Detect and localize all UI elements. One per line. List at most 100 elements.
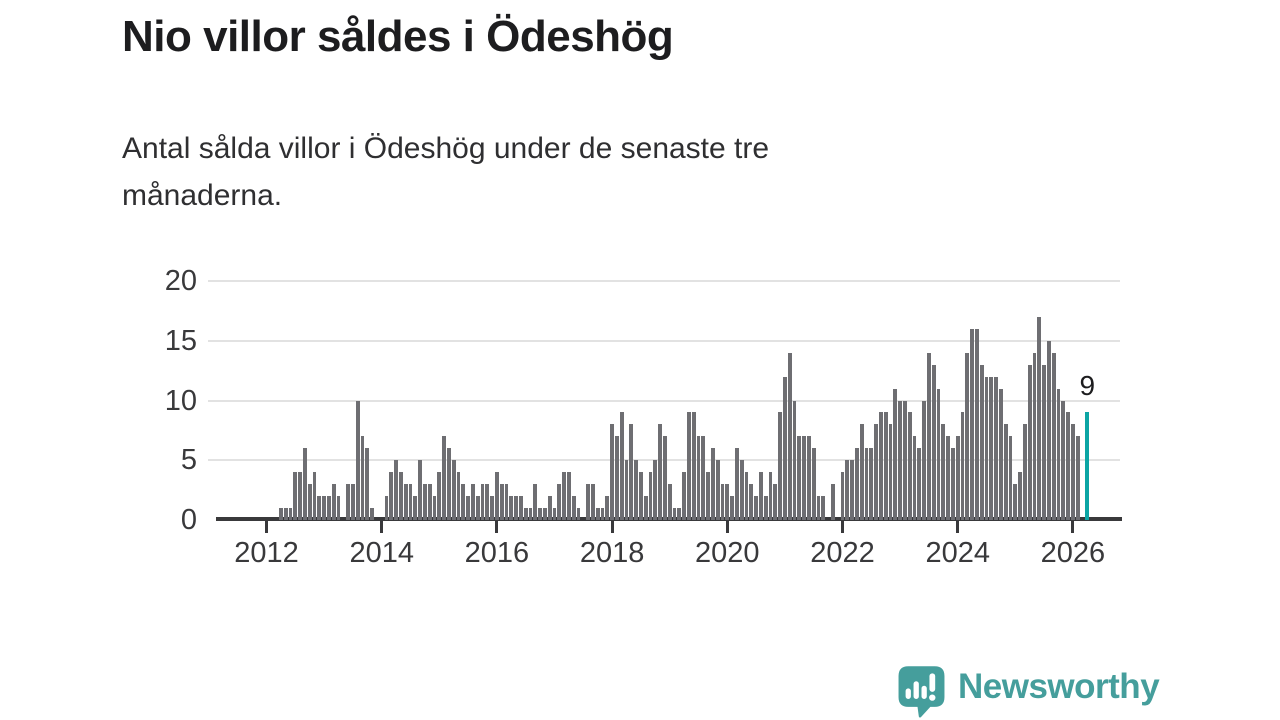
bar	[447, 448, 451, 520]
bar	[912, 436, 917, 520]
bar	[831, 484, 835, 520]
bar	[879, 412, 883, 520]
bar	[346, 484, 351, 520]
bar	[1003, 424, 1008, 520]
bar	[528, 508, 533, 520]
bar	[687, 412, 691, 520]
x-axis-tick	[956, 519, 960, 533]
bar	[538, 508, 543, 520]
bar	[864, 448, 869, 520]
bar	[975, 328, 979, 520]
bar	[773, 484, 778, 520]
bar	[624, 460, 629, 520]
y-axis-label: 0	[180, 504, 197, 536]
bar	[619, 412, 624, 520]
newsworthy-logo-icon	[898, 666, 945, 718]
bar	[629, 424, 634, 520]
y-axis-label: 15	[164, 324, 197, 357]
bar	[312, 472, 317, 520]
bar	[955, 436, 960, 520]
bar	[754, 496, 759, 520]
bar	[1061, 400, 1066, 520]
bar	[552, 508, 557, 520]
bar	[663, 436, 667, 520]
bar	[639, 472, 643, 520]
bar	[523, 508, 528, 520]
bar	[591, 484, 595, 520]
bar	[480, 484, 485, 520]
bar	[370, 508, 375, 520]
gridline	[208, 399, 1120, 402]
bar	[365, 448, 370, 520]
bar	[466, 496, 471, 520]
chart-title: Nio villor såldes i Ödeshög	[122, 12, 674, 61]
bar	[960, 412, 965, 520]
bar	[730, 496, 735, 520]
bar	[802, 436, 807, 520]
bar	[917, 448, 922, 520]
bar	[610, 424, 615, 520]
highlighted-bar	[1085, 412, 1090, 520]
bar	[355, 400, 360, 520]
bar	[1071, 424, 1075, 520]
logo-exclamation-stem	[929, 673, 936, 692]
bar	[907, 412, 912, 520]
bar	[715, 460, 720, 520]
bar	[768, 472, 773, 520]
x-axis-label: 2014	[349, 537, 414, 569]
bar	[1013, 484, 1018, 520]
x-axis-label: 2012	[234, 537, 299, 569]
bar	[653, 460, 658, 520]
x-axis-label: 2022	[810, 537, 875, 569]
bar	[931, 364, 936, 520]
bar	[509, 496, 514, 520]
bar	[595, 508, 600, 520]
bar	[533, 484, 538, 520]
bar	[547, 496, 552, 520]
bar	[922, 400, 927, 520]
bar	[293, 472, 298, 520]
bar	[816, 496, 821, 520]
x-axis-tick	[380, 519, 384, 533]
x-axis-tick	[841, 519, 845, 533]
bar	[1047, 340, 1051, 520]
bar	[658, 424, 663, 520]
x-axis-tick	[265, 519, 269, 533]
bar	[418, 460, 423, 520]
bar	[888, 424, 893, 520]
bar	[677, 508, 682, 520]
bar	[634, 460, 639, 520]
bar	[279, 508, 283, 520]
bar	[322, 496, 327, 520]
bar	[288, 508, 293, 520]
newsworthy-logo: Newsworthy	[895, 663, 1160, 719]
bar	[283, 508, 288, 520]
bar	[682, 472, 687, 520]
y-axis-label: 5	[180, 444, 197, 477]
bar	[720, 484, 725, 520]
bar	[965, 352, 970, 520]
bar	[811, 448, 816, 520]
gridline	[208, 280, 1120, 282]
bar	[787, 352, 792, 520]
bar	[1051, 352, 1056, 520]
chart-subtitle: Antal sålda villor i Ödeshög under de se…	[122, 132, 770, 212]
bar	[432, 496, 437, 520]
bar	[941, 424, 946, 520]
bar	[499, 484, 504, 520]
bar	[562, 472, 567, 520]
bar	[307, 484, 312, 520]
bar	[821, 496, 826, 520]
bar	[845, 460, 850, 520]
bar	[437, 472, 442, 520]
bar	[792, 400, 797, 520]
bar	[1037, 316, 1042, 520]
x-axis-tick	[725, 519, 729, 533]
x-axis-label: 2024	[925, 537, 990, 569]
bar	[840, 472, 845, 520]
bar	[759, 472, 763, 520]
x-axis-label: 2020	[695, 537, 760, 569]
x-axis-label: 2018	[579, 537, 645, 569]
